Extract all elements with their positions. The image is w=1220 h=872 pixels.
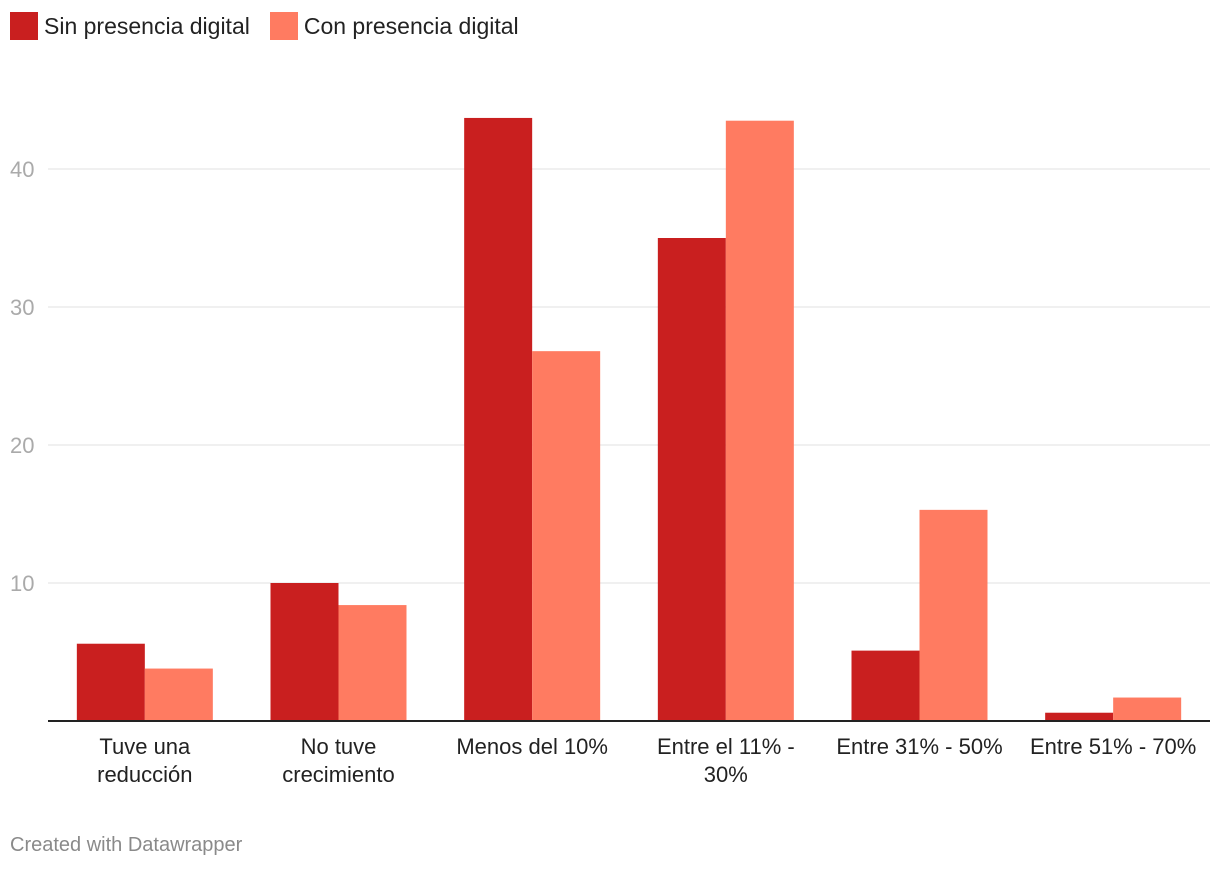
x-category-label-4: Entre 31% - 50%: [836, 734, 1002, 759]
bar-sin-presencia-3[interactable]: [657, 238, 726, 721]
bar-con-presencia-3[interactable]: [725, 120, 794, 721]
x-category-label-3: Entre el 11% - 30%: [657, 734, 795, 787]
bar-con-presencia-4[interactable]: [919, 509, 988, 721]
legend-swatch-con-presencia: [269, 12, 298, 40]
legend-label-con-presencia: Con presencia digital: [303, 12, 519, 39]
bar-sin-presencia-2[interactable]: [464, 117, 533, 721]
x-category-label-line: No tuve: [301, 734, 377, 759]
y-tick-label-30: 30: [10, 295, 34, 320]
x-category-label-line: Entre el 11% -: [657, 734, 795, 759]
bar-sin-presencia-5[interactable]: [1045, 712, 1114, 721]
bar-sin-presencia-4[interactable]: [851, 650, 920, 721]
legend-item-sin-presencia[interactable]: Sin presencia digital: [10, 12, 250, 40]
legend-label-sin-presencia: Sin presencia digital: [44, 12, 250, 39]
legend-swatch-sin-presencia: [10, 12, 38, 40]
bar-sin-presencia-1[interactable]: [270, 583, 339, 721]
bar-con-presencia-1[interactable]: [338, 605, 407, 721]
x-category-label-2: Menos del 10%: [456, 734, 608, 759]
bar-con-presencia-5[interactable]: [1113, 697, 1182, 721]
x-category-label-line: Menos del 10%: [456, 734, 608, 759]
bar-con-presencia-0[interactable]: [144, 668, 213, 721]
legend: Sin presencia digital Con presencia digi…: [10, 12, 539, 40]
x-category-label-1: No tuve crecimiento: [282, 734, 394, 787]
x-category-label-line: Entre 51% - 70%: [1030, 734, 1196, 759]
footer-credit: Created with Datawrapper: [10, 834, 243, 856]
y-tick-label-10: 10: [10, 571, 34, 596]
x-category-label-line: Entre 31% - 50%: [836, 734, 1002, 759]
x-category-label-line: reducción: [97, 762, 192, 787]
x-category-label-line: 30%: [704, 762, 748, 787]
x-category-label-5: Entre 51% - 70%: [1030, 734, 1196, 759]
bar-sin-presencia-0[interactable]: [76, 643, 145, 721]
y-tick-label-20: 20: [10, 433, 34, 458]
x-category-label-line: crecimiento: [282, 762, 394, 787]
legend-item-con-presencia[interactable]: Con presencia digital: [269, 12, 519, 40]
x-category-label-line: Tuve una: [99, 734, 191, 759]
bar-con-presencia-2[interactable]: [532, 351, 601, 721]
x-category-label-0: Tuve una reducción: [97, 734, 192, 787]
y-tick-label-40: 40: [10, 157, 34, 182]
